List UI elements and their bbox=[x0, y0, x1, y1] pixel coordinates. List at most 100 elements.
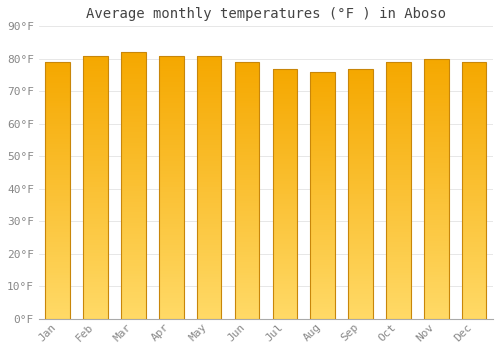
Bar bbox=[348, 309, 373, 312]
Bar bbox=[348, 141, 373, 144]
Bar bbox=[424, 244, 448, 246]
Bar bbox=[310, 111, 335, 114]
Bar bbox=[121, 140, 146, 143]
Bar bbox=[84, 205, 108, 208]
Bar bbox=[197, 90, 222, 92]
Bar bbox=[234, 226, 260, 229]
Bar bbox=[462, 116, 486, 119]
Bar bbox=[197, 282, 222, 285]
Bar bbox=[424, 210, 448, 212]
Bar bbox=[197, 264, 222, 266]
Bar bbox=[272, 231, 297, 234]
Bar bbox=[272, 119, 297, 121]
Bar bbox=[234, 124, 260, 126]
Bar bbox=[462, 190, 486, 193]
Bar bbox=[310, 183, 335, 186]
Bar bbox=[84, 66, 108, 69]
Bar bbox=[310, 82, 335, 84]
Bar bbox=[462, 170, 486, 173]
Bar bbox=[159, 90, 184, 92]
Bar bbox=[272, 171, 297, 174]
Bar bbox=[84, 250, 108, 253]
Bar bbox=[121, 220, 146, 223]
Bar bbox=[121, 244, 146, 247]
Bar bbox=[159, 56, 184, 319]
Bar bbox=[84, 222, 108, 224]
Bar bbox=[197, 290, 222, 293]
Bar bbox=[386, 309, 410, 311]
Bar bbox=[46, 67, 70, 70]
Bar bbox=[272, 304, 297, 306]
Bar bbox=[197, 69, 222, 71]
Bar bbox=[197, 316, 222, 319]
Bar bbox=[424, 207, 448, 210]
Bar bbox=[121, 167, 146, 170]
Bar bbox=[46, 175, 70, 177]
Bar bbox=[121, 218, 146, 220]
Bar bbox=[386, 108, 410, 111]
Bar bbox=[46, 77, 70, 80]
Bar bbox=[272, 239, 297, 241]
Bar bbox=[46, 85, 70, 88]
Bar bbox=[348, 214, 373, 216]
Bar bbox=[348, 201, 373, 204]
Bar bbox=[386, 298, 410, 301]
Bar bbox=[272, 206, 297, 209]
Bar bbox=[272, 111, 297, 114]
Bar bbox=[84, 148, 108, 150]
Bar bbox=[348, 186, 373, 189]
Bar bbox=[424, 262, 448, 264]
Bar bbox=[348, 169, 373, 171]
Bar bbox=[310, 294, 335, 297]
Bar bbox=[386, 262, 410, 265]
Bar bbox=[197, 287, 222, 290]
Bar bbox=[348, 156, 373, 159]
Bar bbox=[197, 127, 222, 129]
Bar bbox=[386, 232, 410, 234]
Bar bbox=[348, 196, 373, 199]
Bar bbox=[121, 143, 146, 146]
Bar bbox=[159, 300, 184, 303]
Bar bbox=[272, 309, 297, 312]
Bar bbox=[84, 234, 108, 237]
Bar bbox=[424, 69, 448, 72]
Bar bbox=[197, 208, 222, 211]
Bar bbox=[272, 244, 297, 246]
Bar bbox=[46, 177, 70, 180]
Bar bbox=[234, 98, 260, 100]
Bar bbox=[386, 180, 410, 183]
Bar bbox=[121, 60, 146, 63]
Bar bbox=[159, 108, 184, 111]
Bar bbox=[348, 113, 373, 116]
Bar bbox=[234, 288, 260, 290]
Bar bbox=[84, 261, 108, 264]
Bar bbox=[197, 156, 222, 158]
Bar bbox=[46, 286, 70, 288]
Bar bbox=[84, 295, 108, 298]
Bar bbox=[84, 193, 108, 195]
Bar bbox=[386, 149, 410, 152]
Bar bbox=[424, 194, 448, 197]
Bar bbox=[272, 306, 297, 309]
Bar bbox=[121, 92, 146, 95]
Bar bbox=[46, 149, 70, 152]
Bar bbox=[121, 52, 146, 319]
Bar bbox=[159, 187, 184, 190]
Bar bbox=[272, 69, 297, 319]
Bar bbox=[424, 236, 448, 238]
Bar bbox=[159, 211, 184, 213]
Bar bbox=[159, 308, 184, 311]
Bar bbox=[348, 139, 373, 141]
Bar bbox=[310, 97, 335, 99]
Bar bbox=[462, 152, 486, 154]
Bar bbox=[121, 212, 146, 215]
Bar bbox=[310, 292, 335, 294]
Bar bbox=[121, 162, 146, 164]
Bar bbox=[46, 152, 70, 154]
Bar bbox=[424, 225, 448, 228]
Bar bbox=[424, 64, 448, 66]
Bar bbox=[84, 274, 108, 277]
Bar bbox=[310, 252, 335, 255]
Bar bbox=[46, 270, 70, 273]
Bar bbox=[310, 188, 335, 190]
